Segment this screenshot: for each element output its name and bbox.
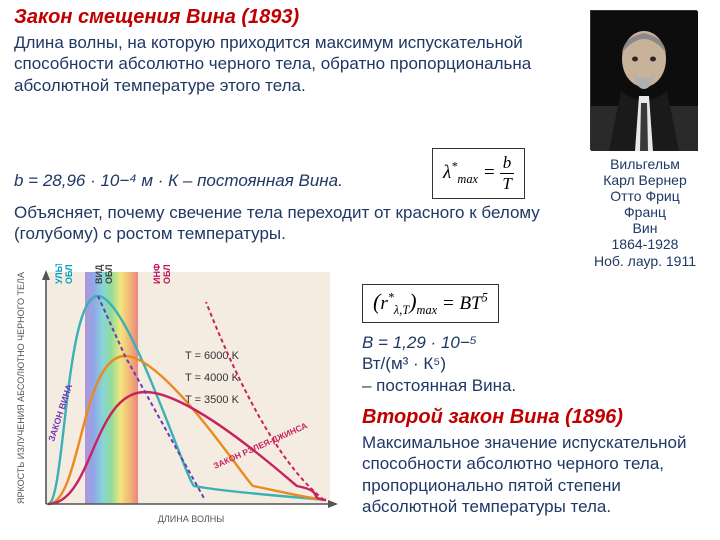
constant-b: b = 28,96 · 10−⁴ м · К – постоянная Вина… xyxy=(14,170,343,191)
chart-svg: УЛЬТРАФИОЛЕТОВАЯОБЛАСТЬВИДИМАЯОБЛАСТЬИНФ… xyxy=(10,264,340,532)
blackbody-chart: УЛЬТРАФИОЛЕТОВАЯОБЛАСТЬВИДИМАЯОБЛАСТЬИНФ… xyxy=(10,264,340,532)
title-wien-law-2: Второй закон Вина (1896) xyxy=(362,406,623,429)
svg-text:ОБЛАСТЬ: ОБЛАСТЬ xyxy=(64,264,74,284)
svg-text:ЯРКОСТЬ ИЗЛУЧЕНИЯ АБСОЛЮТНО ЧЕ: ЯРКОСТЬ ИЗЛУЧЕНИЯ АБСОЛЮТНО ЧЕРНОГО ТЕЛА xyxy=(16,272,26,504)
svg-text:ДЛИНА ВОЛНЫ: ДЛИНА ВОЛНЫ xyxy=(158,514,224,524)
desc-wien-2: Максимальное значение испускательной спо… xyxy=(362,432,707,517)
constant-B: B = 1,29 · 10−⁵ Вт/(м³ · К⁵) – постоянна… xyxy=(362,332,572,396)
formula-wien-displacement: λ*max = b T xyxy=(432,148,525,199)
desc-wien-1: Длина волны, на которую приходится макси… xyxy=(14,32,564,96)
formula-wien-second: (r*λ,T)max = BT5 xyxy=(362,284,499,323)
svg-text:ИНФРАКРАСНАЯ: ИНФРАКРАСНАЯ xyxy=(152,264,162,284)
svg-text:ВИДИМАЯ: ВИДИМАЯ xyxy=(94,264,104,284)
portrait-svg xyxy=(591,11,698,151)
svg-text:T = 3500 K: T = 3500 K xyxy=(185,394,240,406)
svg-text:УЛЬТРАФИОЛЕТОВАЯ: УЛЬТРАФИОЛЕТОВАЯ xyxy=(54,264,64,284)
portrait-wien xyxy=(590,10,697,150)
svg-text:ОБЛАСТЬ: ОБЛАСТЬ xyxy=(162,264,172,284)
explanation-color-shift: Объясняет, почему свечение тела переходи… xyxy=(14,202,554,245)
title-wien-law-1: Закон смещения Вина (1893) xyxy=(14,6,299,29)
svg-text:ОБЛАСТЬ: ОБЛАСТЬ xyxy=(104,264,114,284)
formula1-fraction: b T xyxy=(500,153,513,194)
portrait-caption: ВильгельмКарл ВернерОтто ФрицФранцВин186… xyxy=(582,156,708,269)
svg-text:T = 4000 K: T = 4000 K xyxy=(185,372,240,384)
formula1-lhs: λ*max xyxy=(443,162,478,183)
